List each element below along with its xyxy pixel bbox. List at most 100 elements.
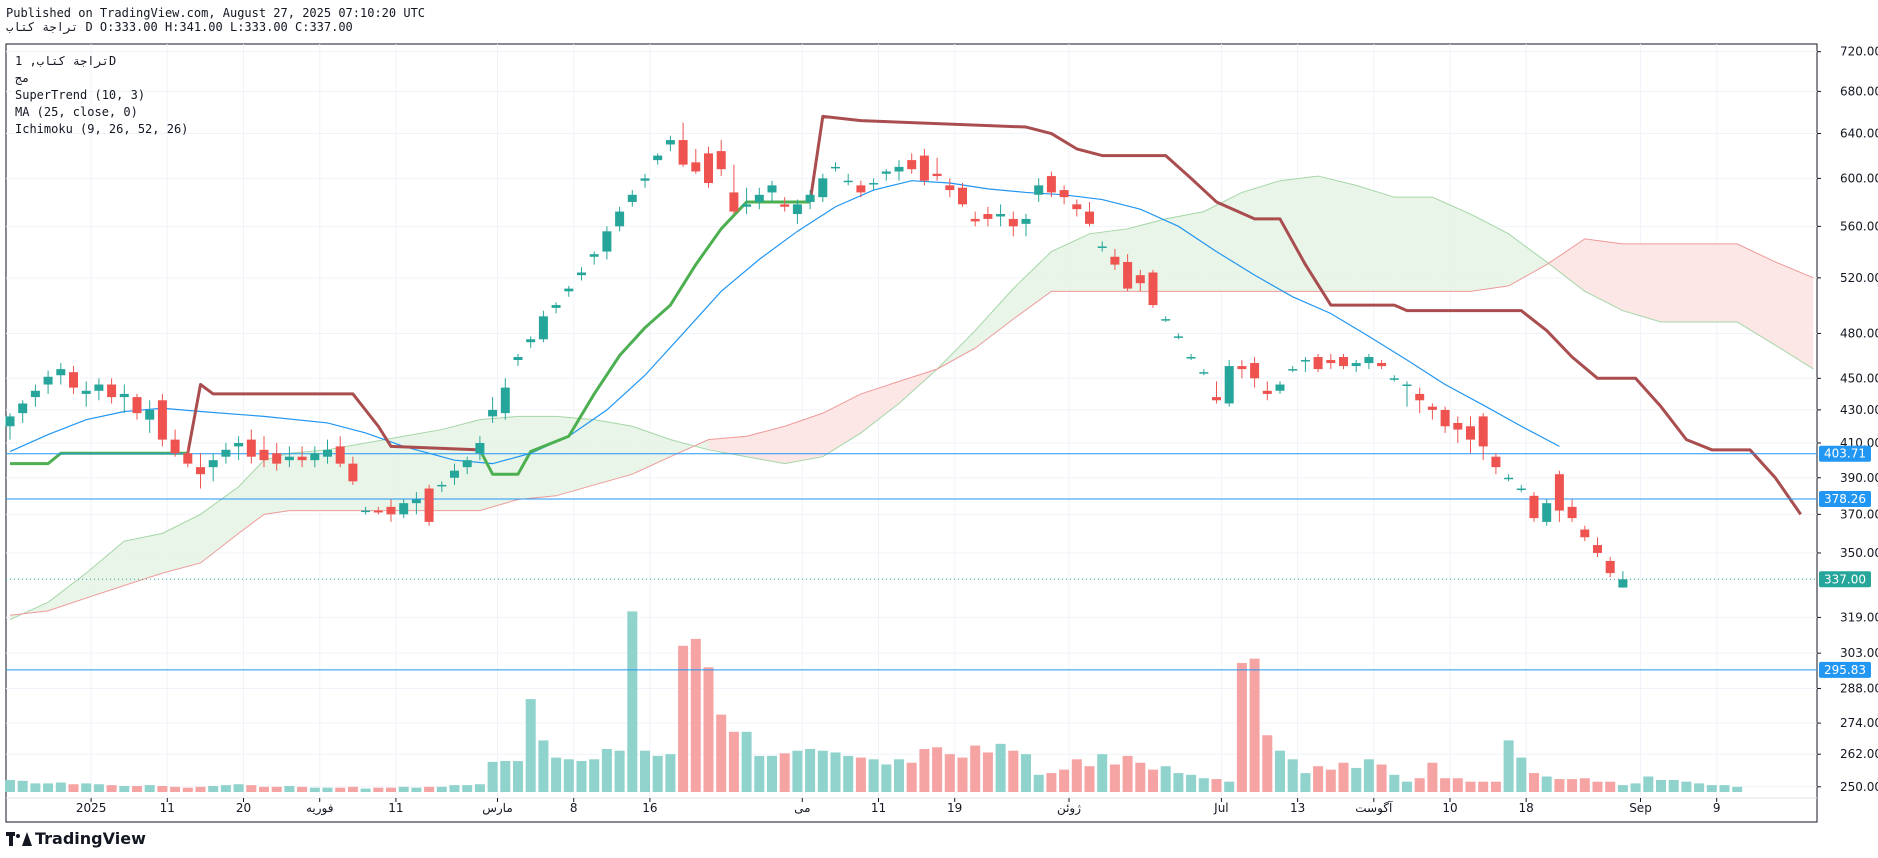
candle-body: [856, 185, 866, 193]
volume-bar: [119, 785, 130, 792]
candle-body: [1123, 261, 1133, 289]
cloud-segment: [784, 413, 823, 464]
volume-bar: [1109, 764, 1120, 792]
candle-body: [373, 510, 383, 513]
candle-body: [792, 204, 802, 215]
x-tick-label: مارس: [482, 801, 513, 816]
candle-body: [983, 214, 993, 219]
volume-bar: [297, 786, 308, 792]
candle-body: [119, 393, 129, 398]
price-level-badge: [1819, 661, 1871, 678]
cloud-segment: [1737, 243, 1776, 346]
volume-bar: [373, 787, 384, 792]
volume-bar: [1694, 783, 1705, 792]
x-tick-label: مى: [794, 801, 810, 815]
cloud-segment: [1394, 197, 1433, 292]
candle-body: [945, 185, 955, 191]
legend-ichimoku[interactable]: Ichimoku (9, 26, 52, 26): [15, 122, 189, 136]
candle-body: [1250, 363, 1260, 379]
volume-bar: [665, 754, 676, 792]
candle-body: [500, 387, 510, 414]
candle-body: [1059, 190, 1069, 198]
cloud-segment: [124, 533, 163, 586]
volume-bar: [1211, 779, 1222, 792]
cloud-segment: [327, 443, 366, 511]
candle-body: [386, 506, 396, 515]
volume-bar: [551, 757, 562, 792]
volume-bar: [614, 750, 625, 792]
volume-bar: [106, 785, 117, 792]
volume-bar: [767, 755, 777, 792]
cloud-segment: [479, 416, 518, 511]
ma-line: [9, 180, 1560, 465]
volume-bar: [1249, 658, 1260, 792]
candle-body: [1542, 503, 1552, 522]
candle-body: [1110, 256, 1120, 265]
price-badges: 403.71 378.26 295.83 337.00: [1819, 445, 1871, 678]
legend-symbol[interactable]: تراجة كتاب, 1D: [15, 54, 117, 68]
candle-body: [996, 214, 1006, 217]
volume-bar: [703, 667, 714, 792]
volume-bar: [957, 757, 968, 792]
cloud-segment: [822, 393, 861, 457]
indicator-legend: تراجة كتاب, 1D مج SuperTrend (10, 3) MA …: [15, 53, 188, 138]
candle-body: [691, 162, 701, 172]
legend-ma[interactable]: MA (25, close, 0): [15, 105, 138, 119]
volume-bar: [716, 714, 727, 792]
volume-bar: [805, 749, 816, 792]
cloud-segment: [48, 573, 87, 611]
y-tick-label: 520.00: [1840, 271, 1878, 285]
x-tick-label: Sep: [1629, 801, 1652, 815]
candle-body: [1504, 477, 1514, 480]
candle-body: [1034, 185, 1044, 195]
volume-bar: [1478, 781, 1489, 792]
time-axis[interactable]: 2025 11 20 فوريه 11 مارس 8 16 مى 11 19 ژوئن Jul 13 آگو…: [76, 798, 1721, 816]
volume-bar: [1656, 779, 1666, 792]
volume-bar: [500, 761, 511, 792]
x-tick-label: 11: [871, 801, 886, 815]
volume-bar: [30, 783, 41, 792]
volume-bar: [424, 786, 435, 792]
candles: [5, 122, 1628, 588]
volume-bar: [1046, 773, 1057, 792]
candle-body: [259, 449, 269, 461]
cloud-segment: [746, 426, 785, 464]
candle-body: [1275, 384, 1285, 391]
legend-supertrend[interactable]: SuperTrend (10, 3): [15, 88, 146, 102]
candle-body: [323, 449, 332, 457]
candle-body: [475, 443, 485, 454]
candle-body: [81, 390, 91, 394]
cloud-segment: [238, 460, 264, 534]
candle-body: [1072, 204, 1082, 210]
candle-body: [1529, 495, 1539, 519]
volume-bar: [1452, 778, 1463, 792]
volume-bar: [1414, 778, 1425, 792]
x-tick-label: 9: [1713, 801, 1721, 815]
x-tick-label: 16: [642, 801, 657, 815]
candle-body: [5, 416, 15, 427]
volume-bar: [678, 645, 689, 792]
candle-body: [1186, 357, 1196, 359]
price-axis[interactable]: 720.00 680.00 640.00 600.00 560.00 520.00 480.…: [1817, 45, 1878, 794]
price-level-label: 378.26: [1824, 492, 1866, 506]
volume-bar: [1135, 762, 1146, 792]
volume-bar: [1236, 663, 1247, 792]
candle-body: [462, 460, 472, 468]
candle-body: [665, 140, 675, 145]
cloud-segment: [403, 429, 442, 511]
candle-body: [399, 503, 409, 515]
volume-bar: [1605, 781, 1616, 792]
volume-bar: [1363, 759, 1374, 792]
volume-bar: [1592, 781, 1603, 792]
volume-bar: [1719, 785, 1730, 792]
y-tick-label: 480.00: [1840, 326, 1878, 340]
volume-bar: [195, 786, 206, 792]
candle-body: [183, 453, 193, 464]
candle-body: [716, 151, 726, 170]
volume-bar: [55, 782, 66, 792]
x-tick-label: 11: [160, 801, 175, 815]
volume-bar: [1084, 766, 1095, 792]
tradingview-brand[interactable]: TradingView: [6, 829, 146, 848]
volume-bar: [220, 785, 231, 792]
